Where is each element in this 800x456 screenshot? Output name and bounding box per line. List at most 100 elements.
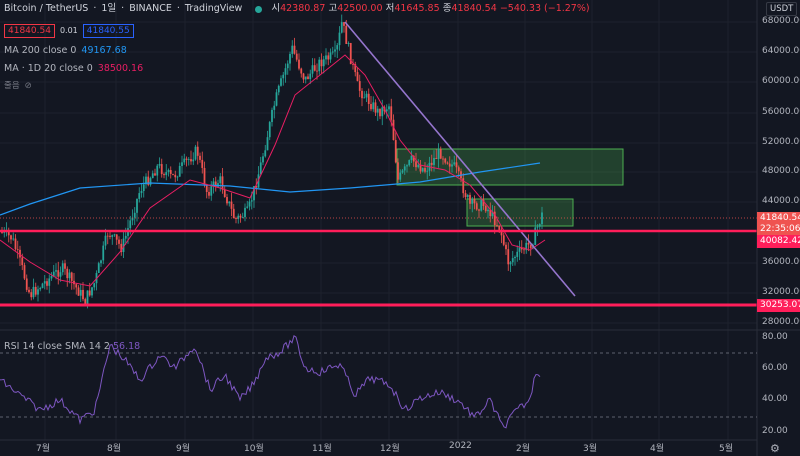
currency-label[interactable]: USDT [766, 2, 798, 16]
time-axis-tick: 8월 [107, 444, 122, 454]
candle [145, 176, 147, 185]
candle [286, 63, 289, 69]
candle [77, 287, 80, 296]
candle [318, 59, 321, 72]
candle [361, 90, 363, 99]
candle [178, 165, 181, 177]
candle [475, 203, 478, 210]
candle [451, 164, 453, 167]
candle [478, 209, 480, 211]
candle [221, 176, 224, 190]
candle [358, 81, 361, 91]
candle [34, 286, 37, 295]
candle [109, 235, 111, 237]
symbol-title[interactable]: Bitcoin / TetherUS [4, 3, 89, 14]
candle [444, 158, 447, 163]
change-value: −540.33 (−1.27%) [499, 3, 590, 14]
candle [529, 244, 532, 249]
candle [235, 218, 237, 219]
candle [129, 220, 132, 229]
candle [172, 173, 174, 175]
candle [124, 235, 127, 239]
candle [448, 163, 451, 167]
candle [336, 45, 339, 50]
candle [7, 230, 10, 236]
candle [52, 271, 55, 277]
candle [439, 148, 442, 159]
candle [253, 186, 255, 201]
last-price-value: 41840.54 [760, 213, 800, 223]
time-axis-tick: 2022 [449, 441, 472, 451]
candle [203, 167, 206, 185]
price-axis-tick: 68000.00 [762, 16, 800, 26]
candle [466, 194, 469, 198]
ma20-line [0, 54, 546, 287]
candle [185, 158, 188, 160]
ma200-legend[interactable]: MA 200 close 0 49167.68 [4, 45, 127, 57]
candle [122, 238, 125, 253]
candle [523, 249, 525, 251]
candle [437, 148, 440, 159]
collapse-label: 줄음 [4, 81, 20, 91]
interval-label[interactable]: 1일 [101, 3, 117, 14]
gear-icon[interactable]: ⚙ [770, 442, 780, 455]
rsi-axis-tick: 80.00 [762, 332, 788, 342]
candle [367, 93, 370, 105]
candle [289, 53, 291, 64]
candle [509, 262, 512, 265]
low-value: 41645.85 [394, 3, 440, 14]
eye-off-icon[interactable]: ⊘ [24, 81, 32, 91]
candle [307, 76, 309, 80]
candle [138, 193, 141, 199]
candle [345, 25, 348, 44]
candle [412, 155, 415, 162]
rsi-legend[interactable]: RSI 14 close SMA 14 2 56.18 [4, 341, 140, 352]
candle [176, 176, 179, 178]
candle [43, 281, 46, 284]
sell-button[interactable]: 41840.54 [4, 24, 55, 38]
buy-button[interactable]: 41840.55 [82, 24, 134, 38]
candle [223, 189, 226, 198]
candle [88, 290, 91, 296]
candle [232, 208, 235, 219]
candle [50, 276, 53, 279]
candle [120, 243, 123, 253]
candle [424, 168, 426, 172]
time-axis-tick: 5월 [719, 444, 734, 454]
candle [142, 184, 145, 192]
candle [293, 45, 296, 54]
candle [390, 106, 393, 120]
symbol-row: Bitcoin / TetherUS · 1일 · BINANCE · Trad… [4, 3, 590, 15]
candle [266, 137, 269, 151]
candle [187, 159, 190, 160]
candle [401, 170, 404, 173]
candle [59, 272, 62, 277]
candle [507, 249, 510, 265]
collapse-legend[interactable]: 줄음 ⊘ [4, 80, 32, 92]
candle [403, 166, 406, 171]
rsi-axis-tick: 60.00 [762, 363, 788, 373]
candle [100, 260, 102, 264]
rsi-value: 56.18 [112, 341, 141, 352]
trendline [344, 21, 576, 297]
open-value: 42380.87 [280, 3, 326, 14]
candle [196, 146, 199, 156]
candle [201, 159, 204, 168]
bid-ask-row: 41840.54 0.01 41840.55 [4, 24, 134, 38]
candle [115, 234, 118, 240]
candle [41, 283, 44, 288]
candle [491, 211, 494, 217]
candle [343, 22, 345, 26]
candle [516, 251, 519, 257]
candle [136, 198, 138, 213]
candle [372, 102, 375, 110]
candle [237, 215, 240, 219]
candle [284, 68, 287, 75]
ma20-legend[interactable]: MA · 1D 20 close 0 38500.16 [4, 63, 143, 75]
candle [291, 45, 294, 54]
candle [446, 162, 449, 164]
price-axis-tick: 60000.00 [762, 76, 800, 86]
candle [205, 184, 208, 192]
separator: · [121, 3, 125, 14]
